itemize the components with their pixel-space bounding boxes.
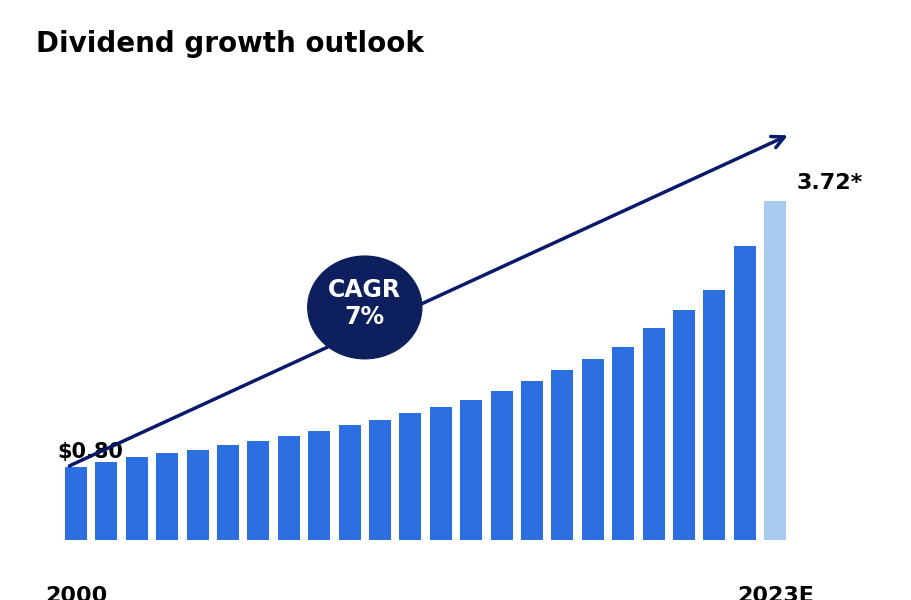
Bar — [490, 391, 512, 540]
Bar — [763, 201, 785, 540]
Bar — [672, 310, 694, 540]
Bar — [126, 457, 148, 540]
Text: 2023E: 2023E — [736, 586, 813, 600]
Bar — [369, 419, 391, 540]
Bar — [520, 382, 542, 540]
Text: 2000: 2000 — [45, 586, 107, 600]
Bar — [247, 440, 269, 540]
Ellipse shape — [307, 256, 422, 359]
Bar — [338, 425, 360, 540]
Bar — [581, 359, 603, 540]
Bar — [733, 247, 755, 540]
Text: Dividend growth outlook: Dividend growth outlook — [36, 30, 424, 58]
Bar — [551, 370, 573, 540]
Text: CAGR
7%: CAGR 7% — [328, 278, 401, 329]
Text: 3.72*: 3.72* — [795, 173, 862, 193]
Bar — [702, 290, 724, 540]
Bar — [187, 450, 209, 540]
Bar — [278, 436, 300, 540]
Bar — [96, 461, 118, 540]
Bar — [217, 445, 239, 540]
Bar — [611, 347, 633, 540]
Bar — [156, 454, 178, 540]
Bar — [429, 407, 451, 540]
Bar — [65, 467, 87, 540]
Bar — [308, 431, 330, 540]
Text: $0.80: $0.80 — [57, 442, 124, 463]
Bar — [642, 328, 664, 540]
Bar — [399, 413, 421, 540]
Bar — [460, 400, 482, 540]
